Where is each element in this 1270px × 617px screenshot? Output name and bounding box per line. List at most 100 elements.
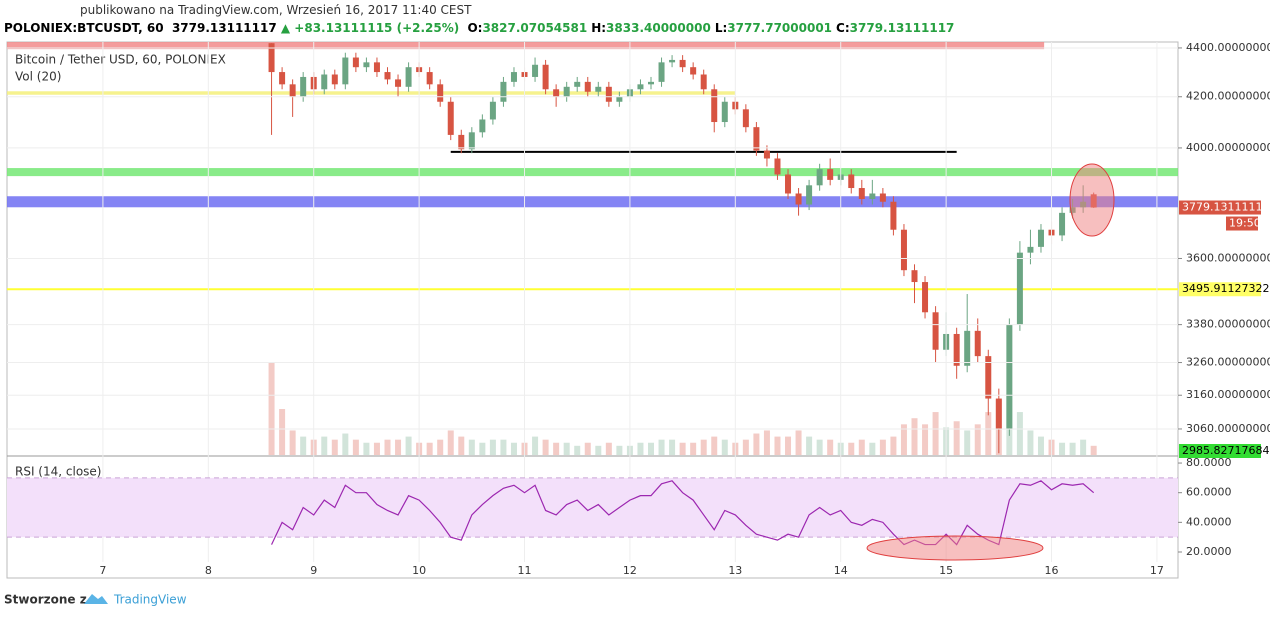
candle-body [806, 185, 813, 205]
price-label-box [1179, 444, 1261, 458]
candle-body [1006, 324, 1013, 429]
volume-bar [500, 439, 507, 455]
candle-body [753, 127, 760, 151]
candle-body [458, 134, 465, 150]
quote-line: POLONIEX:BTCUSDT, 60 3779.13111117 ▲ +83… [4, 21, 954, 35]
candle-body [658, 62, 665, 82]
countdown: 19:50 [1229, 217, 1261, 230]
price-label: 3779.13111117 [1182, 201, 1269, 214]
x-tick-label: 13 [728, 564, 742, 577]
candle-body [721, 101, 728, 123]
x-tick-label: 9 [310, 564, 317, 577]
candle-body [437, 84, 444, 102]
x-tick-label: 15 [939, 564, 953, 577]
candle-body [532, 64, 539, 77]
price-zone [7, 196, 1178, 208]
candle-body [1059, 212, 1066, 236]
candle-body [647, 81, 654, 85]
candle-body [1016, 252, 1023, 325]
volume-bar [922, 424, 929, 455]
candle-body [785, 174, 792, 194]
volume-bar [279, 409, 286, 455]
brand-logo [84, 594, 108, 604]
change: ▲ +83.13111115 (+2.25%) [280, 21, 460, 35]
candle-body [352, 57, 359, 68]
candle-body [995, 398, 1002, 429]
volume-bar [563, 442, 570, 455]
volume-bar [879, 439, 886, 455]
quote-value: 3833.40000000 [606, 21, 711, 35]
volume-bar [1027, 430, 1034, 455]
candle-body [700, 74, 707, 90]
volume-bar [774, 436, 781, 455]
footer-brand[interactable]: TradingView [113, 593, 187, 607]
price-zone [7, 91, 736, 95]
x-tick-label: 16 [1045, 564, 1059, 577]
y-tick-label: 3060.00000000 [1186, 422, 1270, 435]
volume-bar [869, 442, 876, 455]
volume-bar [489, 439, 496, 455]
candle-body [363, 62, 370, 68]
volume-bar [384, 439, 391, 455]
rsi-title: RSI (14, close) [15, 465, 101, 479]
volume-bar [742, 439, 749, 455]
volume-bar [753, 433, 760, 455]
highlight [1069, 163, 1115, 237]
volume-bar [479, 442, 486, 455]
quote-value: 3777.77000001 [727, 21, 833, 35]
candle-body [985, 356, 992, 399]
x-tick-label: 11 [518, 564, 532, 577]
candle-body [331, 74, 338, 85]
volume-bar [964, 430, 971, 455]
volume-bar [816, 439, 823, 455]
candle-body [300, 76, 307, 97]
volume-bar [395, 439, 402, 455]
y-tick-label: 4200.00000000 [1186, 90, 1270, 103]
quote-label: O: [467, 21, 483, 35]
volume-bar [700, 439, 707, 455]
y-tick-label: 3600.00000000 [1186, 251, 1270, 264]
candle-body [384, 72, 391, 80]
volume-bar [363, 442, 370, 455]
candle-body [321, 74, 328, 90]
volume-bar [331, 439, 338, 455]
volume-bar [437, 439, 444, 455]
countdown-box [1226, 216, 1258, 231]
volume-bar [763, 430, 770, 455]
candle-body [879, 193, 886, 202]
volume-bar [468, 439, 475, 455]
candle-body [616, 96, 623, 102]
candle-body [669, 59, 676, 63]
x-tick-label: 17 [1150, 564, 1164, 577]
main-pane [7, 42, 1178, 455]
volume-bar [1069, 442, 1076, 455]
candle-body [595, 86, 602, 92]
volume-bar [806, 436, 813, 455]
candle-body [858, 188, 865, 199]
x-tick-label: 8 [205, 564, 212, 577]
price-label-box [1179, 282, 1261, 297]
candle-body [426, 72, 433, 85]
candle-body [268, 43, 275, 73]
y-tick-label: 40.0000 [1186, 515, 1232, 528]
y-tick-label: 3260.00000000 [1186, 356, 1270, 369]
candle-body [584, 81, 591, 92]
volume-bar [373, 442, 380, 455]
quote-label: L: [714, 21, 728, 35]
candle-body [922, 282, 929, 313]
y-tick-label: 4400.00000000 [1186, 41, 1270, 54]
volume-bar [616, 445, 623, 455]
volume-bar [669, 439, 676, 455]
volume-bar [605, 442, 612, 455]
candle-body [911, 270, 918, 283]
volume-bar [1016, 412, 1023, 455]
volume-bar [268, 363, 275, 455]
y-tick-label: 3380.00000000 [1186, 318, 1270, 331]
volume-bar [352, 439, 359, 455]
candle-body [373, 62, 380, 73]
price-label-box [1179, 200, 1261, 215]
candle-body [774, 158, 781, 175]
published: publikowano na TradingView.com, Wrzesień… [80, 3, 472, 17]
volume-bar [637, 442, 644, 455]
volume-bar [953, 421, 960, 455]
